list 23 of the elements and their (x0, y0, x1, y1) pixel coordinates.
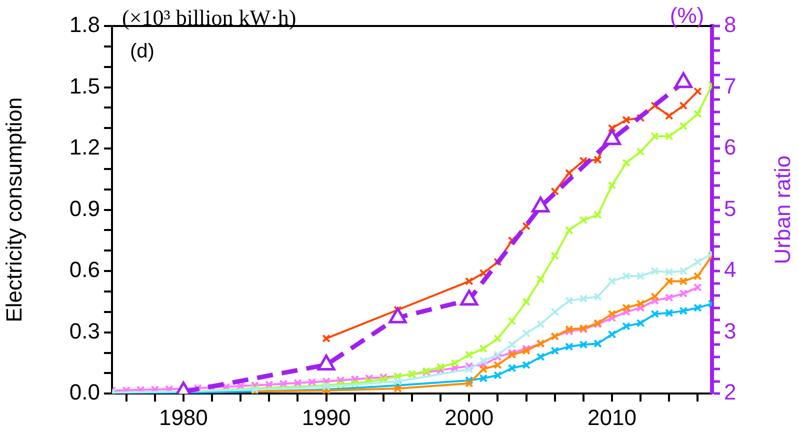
y-axis-title: Electricity consumption (1, 97, 26, 322)
x-tick-label: 1990 (302, 404, 351, 430)
x-tick-label: 2010 (588, 404, 636, 430)
annotation: (%) (670, 3, 704, 28)
y2-tick-label: 8 (724, 12, 736, 38)
y2-tick-label: 6 (724, 134, 736, 160)
y2-axis-title: Urban ratio (770, 155, 796, 264)
y-tick-label: 0.9 (69, 196, 100, 221)
x-tick-label: 1980 (158, 404, 208, 430)
y-tick-label: 0.6 (69, 257, 100, 282)
y2-tick-label: 2 (724, 380, 736, 405)
y2-tick-label: 7 (724, 73, 736, 98)
y-tick-label: 1.8 (69, 12, 100, 38)
y2-tick-label: 3 (724, 318, 736, 344)
y-tick-label: 0.3 (69, 318, 100, 344)
x-tick-label: 2000 (444, 404, 494, 430)
y-tick-label: 1.2 (69, 134, 100, 160)
annotation: (×10³ billion kW·h) (122, 4, 296, 30)
y-tick-label: 0.0 (69, 380, 100, 405)
annotation: (d) (130, 40, 154, 63)
y2-tick-label: 4 (724, 257, 736, 282)
y-tick-label: 1.5 (69, 73, 100, 98)
y2-tick-label: 5 (724, 196, 736, 221)
